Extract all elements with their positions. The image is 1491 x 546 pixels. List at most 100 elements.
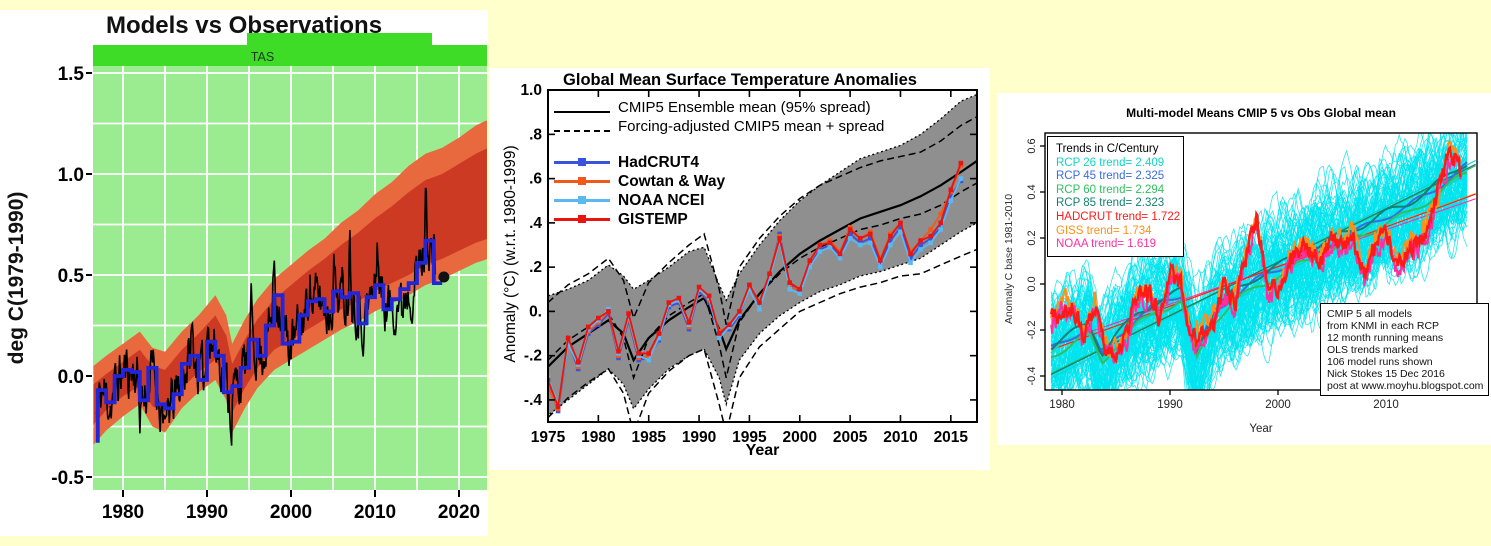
obs-series-marker <box>958 160 964 166</box>
obs-series-marker <box>777 236 782 241</box>
obs-series-marker <box>918 247 923 252</box>
tick-label: 2015 <box>934 429 969 446</box>
obs-series-marker <box>827 240 833 246</box>
obs-series-marker <box>737 309 742 314</box>
model-run-line <box>1050 148 1468 376</box>
tick-label: .4 <box>529 215 542 232</box>
tick-label: 2020 <box>438 502 480 523</box>
chart3-plot: 1980 1990 2000 2010 0.6 0.4 0.2 0.0 -0.2 -0.4 <box>1026 132 1478 411</box>
trend-legend-entry: NOAA trend= 1.619 <box>1056 238 1157 251</box>
obs-series-marker <box>656 335 662 341</box>
model-run-line <box>1060 192 1468 390</box>
tick-label: 0.6 <box>1026 138 1038 153</box>
obs-series-marker <box>888 238 893 243</box>
tick-label: 2010 <box>883 429 917 446</box>
obs-series-marker <box>898 225 903 230</box>
tick-label: 1990 <box>682 429 716 446</box>
chart2-x-axis-label: Year <box>745 442 780 459</box>
tick-label: 1.0 <box>58 165 84 186</box>
obs-series-marker <box>757 306 762 312</box>
legend-entry: HadCRUT4 <box>554 153 884 172</box>
trend-legend-entry: RCP 26 trend= 2.409 <box>1056 156 1165 169</box>
chart2-y-axis-label: Anomaly (°C) (w.r.t. 1980-1999) <box>502 145 519 363</box>
obs-series-marker <box>646 351 652 356</box>
note-line: Nick Stokes 15 Dec 2016 <box>1327 368 1445 380</box>
tas-banner <box>93 45 487 66</box>
chart3-title: Multi-model Means CMIP 5 vs Obs Global m… <box>1126 106 1396 120</box>
tick-label: 2005 <box>833 429 868 446</box>
obs-series-marker <box>548 377 551 383</box>
chart3-note-box: CMIP 5 all models from KNMI in each RCP 12… <box>1320 303 1489 396</box>
chart2-plot: 1975 1980 1985 1990 1995 2000 2005 2010 2015 1.0.… <box>520 82 978 446</box>
obs-series-marker <box>857 236 863 241</box>
tick-label: 1980 <box>581 429 615 446</box>
chart2-title: Global Mean Surface Temperature Anomalie… <box>563 71 917 89</box>
tas-banner-step <box>247 33 432 45</box>
obs-series-marker <box>767 275 772 281</box>
plot-frame <box>1044 132 1478 391</box>
obs-trend-line <box>1051 193 1476 351</box>
model-run-line <box>1051 179 1468 390</box>
obs-series-marker <box>747 286 752 292</box>
obs-series-marker <box>787 280 792 285</box>
tick-label: 1990 <box>186 502 228 523</box>
model-run-line <box>1050 133 1465 339</box>
model-mean-line <box>1050 164 1468 358</box>
obs-series-marker <box>676 295 682 301</box>
tick-label: 2010 <box>354 502 396 523</box>
obs-series-marker <box>787 286 792 292</box>
legend-line-swatch <box>554 215 610 224</box>
note-line: 12 month running means <box>1327 332 1444 344</box>
obs-series-marker <box>565 342 571 347</box>
obs-series-marker <box>878 264 883 270</box>
tick-label: 1980 <box>1049 399 1075 411</box>
chart3-trends-legend: Trends in C/Century RCP 26 trend= 2.409 RC… <box>1047 136 1184 257</box>
tick-label: -.2 <box>524 348 542 365</box>
model-mean-line <box>1050 169 1468 362</box>
obs-series-marker <box>898 229 903 235</box>
obs-series-marker <box>847 231 853 237</box>
obs-series-marker <box>548 384 551 389</box>
obs-series-marker <box>716 335 722 341</box>
note-line: post at www.moyhu.blogspot.com <box>1327 380 1484 392</box>
obs-series-marker <box>797 291 803 296</box>
obs-series-marker <box>928 227 933 232</box>
obs-series-marker <box>898 220 903 226</box>
tick-label: -0.4 <box>1026 367 1038 386</box>
note-line: 106 model runs shown <box>1327 356 1433 368</box>
observations-annual-step-line <box>95 238 443 443</box>
tick-label: 2010 <box>1373 399 1399 411</box>
tick-label: 0.0 <box>58 367 84 388</box>
obs-series-marker <box>726 322 732 327</box>
legend-line-swatch <box>554 158 610 167</box>
obs-series-marker <box>918 242 923 248</box>
obs-series-marker <box>867 240 873 246</box>
obs-series-marker <box>928 233 933 239</box>
obs-series-marker <box>747 282 752 288</box>
chart2-legend: CMIP5 Ensemble mean (95% spread) Forcing-… <box>554 98 884 229</box>
obs-series-marker <box>807 264 813 270</box>
obs-series-marker <box>948 194 954 199</box>
legend-title: Trends in C/Century <box>1056 143 1159 155</box>
obs-series-marker <box>837 255 843 261</box>
obs-series-marker <box>585 324 591 330</box>
chart-multi-model-means-cmip5-vs-obs: 1980 1990 2000 2010 0.6 0.4 0.2 0.0 -0.2 -0.4 Mul… <box>997 93 1491 445</box>
tick-label: 1985 <box>631 429 666 446</box>
tick-label: 1980 <box>102 502 144 523</box>
obs-series-marker <box>938 220 944 226</box>
tick-label: .2 <box>529 259 542 276</box>
tick-label: .6 <box>529 171 542 188</box>
obs-series-marker <box>958 176 964 181</box>
obs-series-marker <box>666 300 672 305</box>
legend-entry: NOAA NCEI <box>554 191 884 210</box>
tick-label: 1995 <box>732 429 767 446</box>
obs-series-marker <box>807 258 813 263</box>
trend-legend-entry: GISS trend= 1.734 <box>1056 224 1152 237</box>
model-run-line <box>1050 173 1468 390</box>
obs-series-marker <box>847 227 853 232</box>
model-run-line <box>1051 155 1468 354</box>
tick-label: 0.4 <box>1026 184 1038 199</box>
tick-label: 2000 <box>1265 399 1291 411</box>
obs-series-marker <box>888 242 893 248</box>
